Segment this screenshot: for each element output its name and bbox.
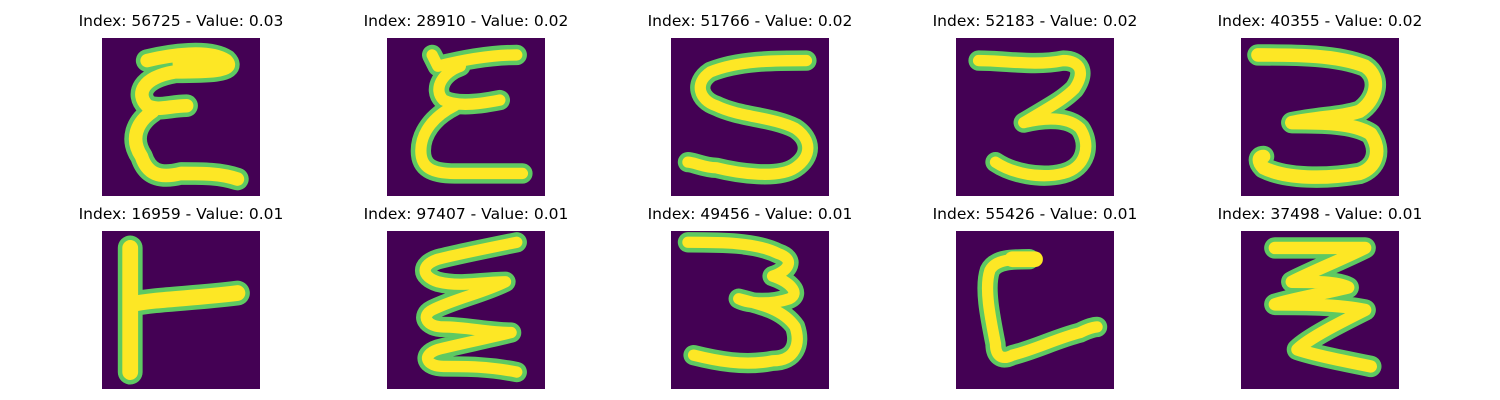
digit-image-55426 [956,231,1114,389]
digit-image-28910 [387,38,545,196]
panel-title: Index: 55426 - Value: 0.01 [932,205,1138,223]
image-panel: Index: 37498 - Value: 0.01 [1218,203,1422,391]
image-panel: Index: 16959 - Value: 0.01 [79,203,283,391]
panel-title: Index: 40355 - Value: 0.02 [1217,12,1423,30]
panel-title: Index: 49456 - Value: 0.01 [647,205,853,223]
digit-image-16959 [102,231,260,389]
panel-title: Index: 97407 - Value: 0.01 [363,205,569,223]
digit-image-40355 [1241,38,1399,196]
panel-title: Index: 51766 - Value: 0.02 [647,12,853,30]
panel-title: Index: 37498 - Value: 0.01 [1217,205,1423,223]
image-panel: Index: 55426 - Value: 0.01 [933,203,1137,391]
image-panel: Index: 28910 - Value: 0.02 [364,10,568,198]
image-panel: Index: 97407 - Value: 0.01 [364,203,568,391]
image-panel: Index: 51766 - Value: 0.02 [648,10,852,198]
digit-image-56725 [102,38,260,196]
panel-title: Index: 28910 - Value: 0.02 [363,12,569,30]
image-panel: Index: 52183 - Value: 0.02 [933,10,1137,198]
panel-title: Index: 56725 - Value: 0.03 [78,12,284,30]
digit-image-37498 [1241,231,1399,389]
digit-image-51766 [671,38,829,196]
digit-image-52183 [956,38,1114,196]
image-panel: Index: 56725 - Value: 0.03 [79,10,283,198]
panel-title: Index: 16959 - Value: 0.01 [78,205,284,223]
image-panel: Index: 49456 - Value: 0.01 [648,203,852,391]
digit-image-49456 [671,231,829,389]
panel-title: Index: 52183 - Value: 0.02 [932,12,1138,30]
image-panel: Index: 40355 - Value: 0.02 [1218,10,1422,198]
digit-image-97407 [387,231,545,389]
